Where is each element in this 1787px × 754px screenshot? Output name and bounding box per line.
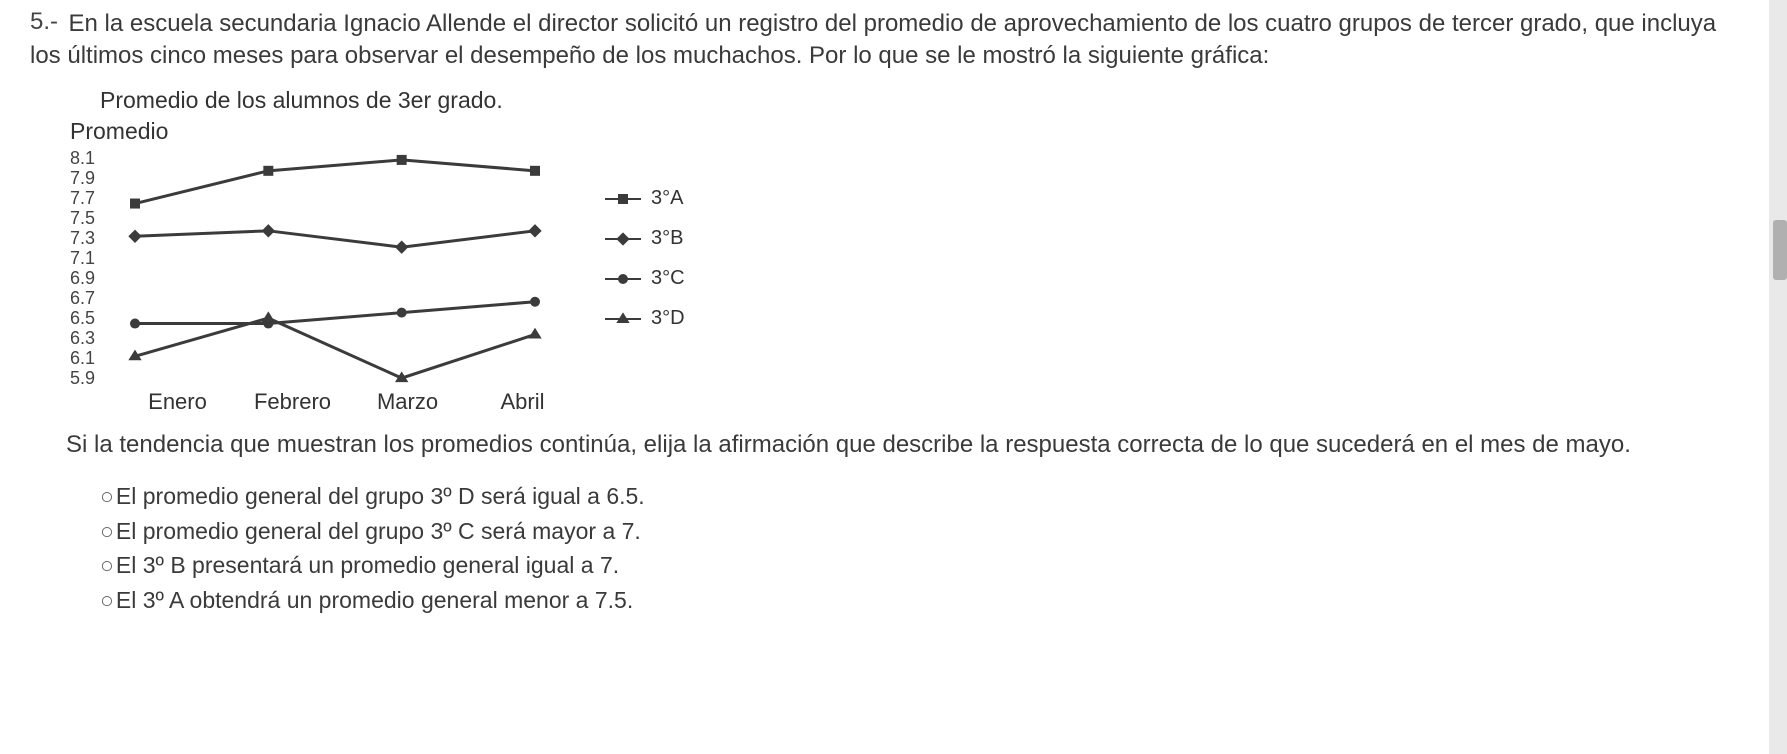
y-tick-label: 7.9 — [70, 169, 95, 189]
chart-block: 8.17.97.77.57.37.16.96.76.56.36.15.9 3°A… — [70, 149, 1739, 389]
legend-marker-icon — [605, 310, 641, 328]
option-text: El 3º A obtendrá un promedio general men… — [116, 587, 633, 613]
option-text: El promedio general del grupo 3º C será … — [116, 518, 641, 544]
question-text: En la escuela secundaria Ignacio Allende… — [30, 10, 1716, 69]
answer-options: ○El promedio general del grupo 3º D será… — [100, 479, 1739, 617]
y-tick-label: 7.5 — [70, 209, 95, 229]
question-block: 5.- En la escuela secundaria Ignacio All… — [30, 8, 1739, 73]
question-number: 5.- — [30, 8, 58, 35]
chart-plot — [105, 149, 565, 389]
legend-label: 3°C — [651, 267, 685, 290]
answer-option[interactable]: ○El 3º B presentará un promedio general … — [100, 548, 1739, 583]
y-tick-label: 6.7 — [70, 289, 95, 309]
legend-label: 3°D — [651, 307, 685, 330]
radio-icon: ○ — [100, 483, 114, 509]
chart-legend: 3°A 3°B 3°C 3°D — [605, 179, 685, 339]
x-tick-label: Febrero — [235, 389, 350, 415]
answer-option[interactable]: ○El promedio general del grupo 3º C será… — [100, 514, 1739, 549]
legend-marker-icon — [605, 190, 641, 208]
legend-label: 3°B — [651, 227, 683, 250]
followup-text: Si la tendencia que muestran los promedi… — [66, 429, 1739, 461]
legend-marker-icon — [605, 270, 641, 288]
chart-title: Promedio de los alumnos de 3er grado. — [100, 87, 1739, 114]
scrollbar-track[interactable] — [1769, 0, 1787, 754]
legend-item: 3°C — [605, 259, 685, 299]
x-axis-ticks: EneroFebreroMarzoAbril — [120, 389, 1739, 415]
legend-item: 3°A — [605, 179, 685, 219]
y-tick-label: 7.1 — [70, 249, 95, 269]
y-tick-label: 7.3 — [70, 229, 95, 249]
y-tick-label: 6.3 — [70, 329, 95, 349]
legend-item: 3°B — [605, 219, 685, 259]
scrollbar-thumb[interactable] — [1773, 220, 1787, 280]
radio-icon: ○ — [100, 552, 114, 578]
option-text: El 3º B presentará un promedio general i… — [116, 552, 619, 578]
y-tick-label: 5.9 — [70, 369, 95, 389]
legend-item: 3°D — [605, 299, 685, 339]
y-axis-ticks: 8.17.97.77.57.37.16.96.76.56.36.15.9 — [70, 149, 105, 389]
answer-option[interactable]: ○El promedio general del grupo 3º D será… — [100, 479, 1739, 514]
radio-icon: ○ — [100, 587, 114, 613]
page-content: 5.- En la escuela secundaria Ignacio All… — [0, 0, 1769, 754]
option-text: El promedio general del grupo 3º D será … — [116, 483, 645, 509]
y-tick-label: 7.7 — [70, 189, 95, 209]
legend-label: 3°A — [651, 187, 683, 210]
y-tick-label: 6.5 — [70, 309, 95, 329]
x-tick-label: Enero — [120, 389, 235, 415]
y-tick-label: 6.9 — [70, 269, 95, 289]
answer-option[interactable]: ○El 3º A obtendrá un promedio general me… — [100, 583, 1739, 618]
legend-marker-icon — [605, 230, 641, 248]
x-tick-label: Marzo — [350, 389, 465, 415]
x-tick-label: Abril — [465, 389, 580, 415]
radio-icon: ○ — [100, 518, 114, 544]
y-axis-label: Promedio — [70, 118, 1739, 145]
y-tick-label: 8.1 — [70, 149, 95, 169]
y-tick-label: 6.1 — [70, 349, 95, 369]
